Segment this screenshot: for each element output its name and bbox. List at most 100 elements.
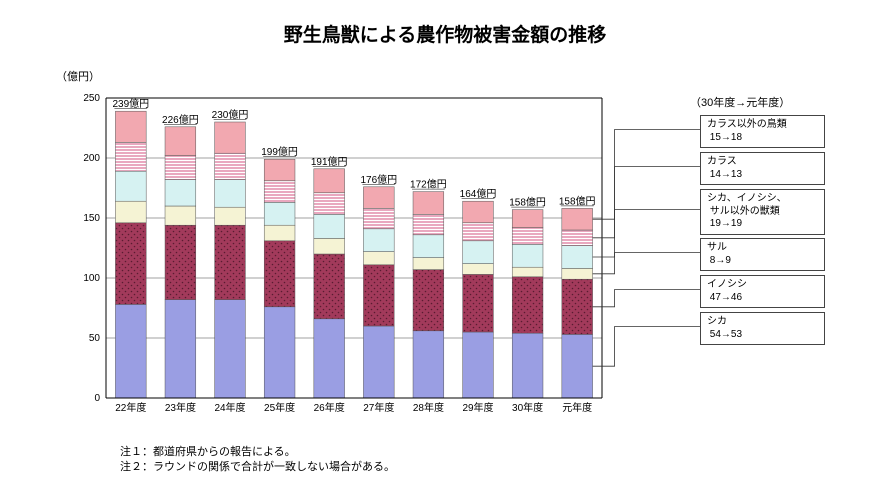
footnote-2: 注２：ラウンドの関係で合計が一致しない場合がある。 [120, 460, 395, 475]
leader-line [593, 290, 700, 307]
bar-segment [115, 223, 146, 305]
bar-segment [165, 127, 196, 156]
leader-line [593, 167, 700, 238]
bar-segment [512, 210, 543, 228]
bar-segment [562, 279, 593, 334]
bar-total-label: 172億円 [410, 178, 447, 191]
bar-segment [413, 258, 444, 270]
x-tick-label: 29年度 [462, 401, 493, 414]
bar-segment [165, 300, 196, 398]
bar-segment [363, 252, 394, 265]
bar-segment [413, 331, 444, 398]
x-tick-label: 28年度 [413, 401, 444, 414]
bar-segment [463, 223, 494, 241]
bar-segment [264, 181, 295, 203]
bar-segment [463, 241, 494, 264]
bar-segment [363, 208, 394, 228]
bar-segment [115, 171, 146, 201]
footnote-1: 注１：都道府県からの報告による。 [120, 445, 395, 460]
bar-total-label: 239億円 [112, 97, 149, 110]
bar-segment [562, 334, 593, 398]
bar-segment [512, 228, 543, 245]
bar-segment [165, 180, 196, 206]
chart-area: 050100150200250239億円22年度226億円23年度230億円24… [70, 70, 710, 430]
bar-segment [363, 326, 394, 398]
x-tick-label: 23年度 [165, 401, 196, 414]
bar-segment [115, 142, 146, 171]
x-tick-label: 27年度 [363, 401, 394, 414]
bar-segment [264, 202, 295, 225]
bar-segment [115, 111, 146, 142]
bar-segment [115, 201, 146, 223]
svg-text:250: 250 [83, 93, 100, 104]
bar-segment [215, 122, 246, 153]
bar-segment [562, 268, 593, 279]
bar-segment [413, 235, 444, 258]
bar-segment [363, 187, 394, 209]
bar-segment [512, 333, 543, 398]
bar-segment [413, 270, 444, 331]
x-tick-label: 25年度 [264, 401, 295, 414]
leader-line [593, 327, 700, 367]
bar-total-label: 176億円 [360, 173, 397, 186]
bar-segment [463, 201, 494, 223]
svg-text:200: 200 [83, 153, 100, 164]
leader-line [593, 253, 700, 274]
bar-segment [512, 267, 543, 277]
bar-total-label: 226億円 [162, 113, 199, 126]
bar-segment [215, 180, 246, 208]
bar-segment [264, 241, 295, 307]
bar-segment [215, 153, 246, 179]
legend-item: カラス 14→13 [700, 152, 825, 185]
bar-segment [413, 192, 444, 215]
svg-text:100: 100 [83, 273, 100, 284]
svg-text:50: 50 [89, 333, 101, 344]
bar-segment [165, 156, 196, 180]
bar-segment [264, 225, 295, 241]
bar-total-label: 199億円 [261, 145, 298, 158]
bar-segment [562, 230, 593, 246]
bar-segment [165, 225, 196, 299]
bar-segment [363, 265, 394, 326]
bar-segment [215, 300, 246, 398]
legend-item: シカ 54→53 [700, 312, 825, 345]
bar-segment [264, 307, 295, 398]
svg-text:150: 150 [83, 213, 100, 224]
bar-segment [562, 246, 593, 269]
bar-segment [463, 332, 494, 398]
bar-segment [314, 238, 345, 254]
legend-item: イノシシ 47→46 [700, 275, 825, 308]
bar-segment [314, 193, 345, 215]
bar-segment [363, 229, 394, 252]
leader-line [593, 130, 700, 220]
chart-title: 野生鳥獣による農作物被害金額の推移 [0, 20, 890, 47]
leader-line [593, 210, 700, 258]
x-tick-label: 26年度 [314, 401, 345, 414]
bar-segment [314, 319, 345, 398]
bar-segment [413, 214, 444, 234]
bar-segment [463, 264, 494, 275]
bar-total-label: 158億円 [509, 196, 546, 209]
bar-total-label: 230億円 [212, 108, 249, 121]
bar-segment [562, 208, 593, 230]
bar-total-label: 191億円 [311, 155, 348, 168]
bar-segment [314, 169, 345, 193]
stacked-bar-chart: 050100150200250239億円22年度226億円23年度230億円24… [70, 70, 710, 430]
legend-item: シカ、イノシシ、 サル以外の獣類 19→19 [700, 189, 825, 235]
bar-segment [314, 254, 345, 319]
bar-segment [165, 206, 196, 225]
svg-text:0: 0 [94, 393, 100, 404]
bar-segment [463, 274, 494, 332]
bar-total-label: 158億円 [559, 194, 596, 207]
legend-item: カラス以外の鳥類 15→18 [700, 115, 825, 148]
bar-segment [215, 207, 246, 225]
bar-segment [314, 214, 345, 238]
x-tick-label: 22年度 [115, 401, 146, 414]
bar-segment [215, 225, 246, 299]
x-tick-label: 元年度 [562, 401, 592, 414]
bar-segment [512, 244, 543, 267]
footnotes: 注１：都道府県からの報告による。 注２：ラウンドの関係で合計が一致しない場合があ… [120, 445, 395, 475]
bar-segment [264, 159, 295, 181]
x-tick-label: 30年度 [512, 401, 543, 414]
bar-total-label: 164億円 [460, 187, 497, 200]
